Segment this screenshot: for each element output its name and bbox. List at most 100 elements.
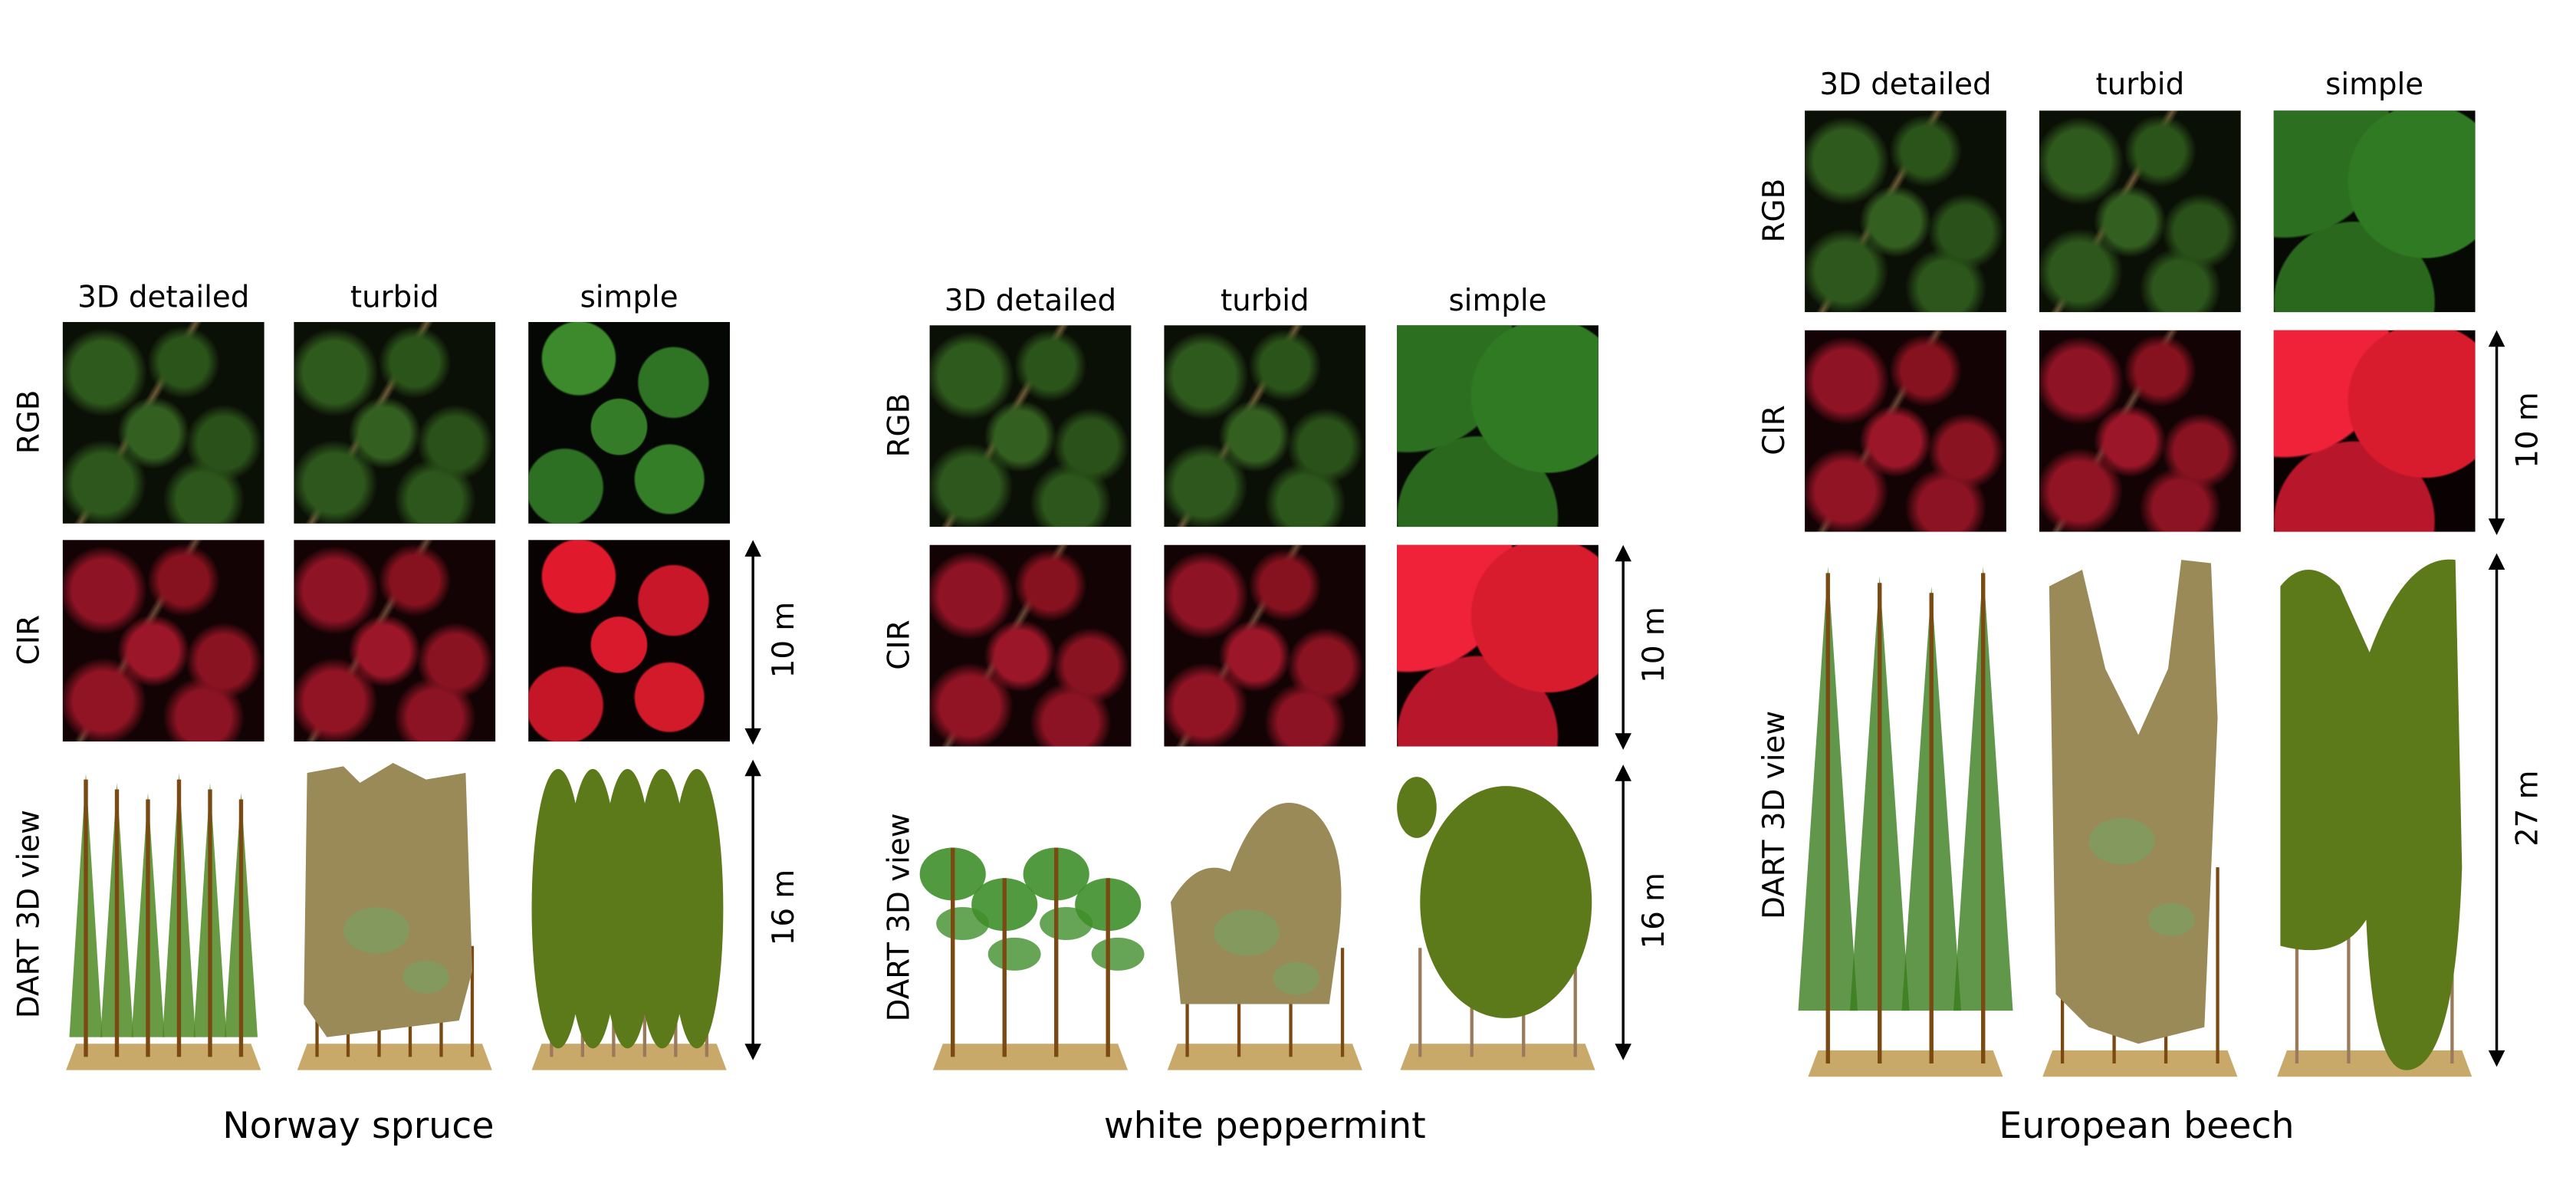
leaf-patch bbox=[2148, 902, 2195, 936]
column-label-detailed: 3D detailed bbox=[77, 281, 250, 316]
rgb-image-turbid bbox=[2039, 110, 2241, 313]
cir-image-detailed bbox=[929, 544, 1132, 747]
arrow-head-up bbox=[1615, 544, 1631, 562]
dart-3d-view-turbid bbox=[297, 763, 492, 1070]
scale-label-height: 27 m bbox=[2510, 769, 2546, 846]
ground-plane bbox=[1808, 1050, 2003, 1077]
dart-3d-view-detailed bbox=[919, 764, 1145, 1070]
dart-3d-view-turbid bbox=[1167, 803, 1362, 1070]
ground-plane bbox=[1400, 1044, 1595, 1070]
dart-3d-view-turbid bbox=[1164, 764, 1365, 1070]
double-arrow-icon bbox=[1615, 764, 1631, 1060]
rgb-image-simple bbox=[528, 321, 730, 524]
turbid-crown-volume bbox=[2049, 560, 2218, 1044]
column-label-turbid: turbid bbox=[2095, 67, 2185, 103]
arrow-head-up bbox=[744, 759, 761, 777]
dart-3d-view-detailed bbox=[66, 772, 261, 1070]
leaf-patch bbox=[2088, 817, 2155, 865]
simple-crown bbox=[1420, 786, 1592, 1018]
scale-label-width: 10 m bbox=[2510, 392, 2546, 468]
column-label-turbid: turbid bbox=[1220, 284, 1309, 319]
simple-crown bbox=[2280, 559, 2463, 1070]
arrow-head-down bbox=[2488, 518, 2505, 535]
dart-3d-view-simple bbox=[2274, 554, 2476, 1077]
dart-3d-view-simple bbox=[2277, 559, 2472, 1077]
species-title: European beech bbox=[1999, 1106, 2295, 1148]
column-label-simple: simple bbox=[580, 281, 678, 316]
rgb-image-detailed bbox=[929, 325, 1132, 528]
rgb-image-detailed bbox=[1805, 110, 2006, 313]
dart-3d-view-turbid bbox=[2039, 554, 2241, 1077]
double-arrow-icon bbox=[744, 540, 761, 745]
column-label-turbid: turbid bbox=[350, 281, 439, 316]
simple-crown bbox=[1397, 777, 1437, 838]
simple-crown bbox=[670, 768, 724, 1049]
column-label-detailed: 3D detailed bbox=[1819, 67, 1992, 103]
scale-label-width: 10 m bbox=[767, 601, 802, 679]
rgb-image-simple bbox=[1397, 325, 1598, 528]
arrow-head-up bbox=[744, 540, 761, 557]
arrow-head-down bbox=[744, 1044, 761, 1060]
ground-plane bbox=[531, 1044, 727, 1070]
cir-image-simple bbox=[2273, 330, 2476, 532]
scale-label-width: 10 m bbox=[1637, 607, 1672, 683]
column-label-simple: simple bbox=[1448, 284, 1547, 319]
leaf-patch bbox=[1214, 909, 1280, 956]
scale-label-height: 16 m bbox=[767, 869, 802, 946]
rgb-image-simple bbox=[2273, 110, 2476, 313]
turbid-crown-volume bbox=[1171, 803, 1342, 1004]
double-arrow-icon bbox=[1615, 544, 1631, 750]
arrow-head-up bbox=[1615, 764, 1631, 781]
ground-plane bbox=[66, 1044, 261, 1070]
leaf-patch bbox=[1273, 962, 1319, 995]
tree-crown bbox=[1091, 937, 1145, 971]
species-title: Norway spruce bbox=[222, 1106, 495, 1148]
column-label-detailed: 3D detailed bbox=[944, 284, 1117, 319]
rgb-image-turbid bbox=[1164, 325, 1366, 528]
ground-plane bbox=[1167, 1044, 1362, 1070]
dart-3d-view-simple bbox=[528, 760, 730, 1070]
leaf-patch bbox=[343, 907, 410, 954]
dart-3d-view-simple bbox=[531, 768, 727, 1070]
arrow-head-down bbox=[1615, 733, 1631, 750]
double-arrow-icon bbox=[2488, 330, 2505, 535]
row-label-cir: CIR bbox=[1757, 405, 1792, 455]
double-arrow-icon bbox=[2488, 553, 2505, 1067]
cir-image-simple bbox=[528, 540, 730, 742]
double-arrow-icon bbox=[744, 759, 761, 1060]
ground-plane bbox=[932, 1044, 1129, 1070]
dart-3d-view-turbid bbox=[294, 760, 495, 1070]
ground-plane bbox=[2277, 1050, 2472, 1077]
dart-3d-view-simple bbox=[1397, 764, 1598, 1070]
row-label-view: DART 3D view bbox=[12, 810, 48, 1019]
cir-image-turbid bbox=[1164, 544, 1366, 747]
rgb-image-turbid bbox=[294, 321, 496, 524]
arrow-head-up bbox=[2488, 553, 2505, 570]
dart-3d-view-turbid bbox=[2042, 560, 2238, 1077]
dart-3d-view-detailed bbox=[1798, 566, 2013, 1077]
cir-image-turbid bbox=[294, 540, 496, 742]
arrow-head-up bbox=[2488, 330, 2505, 347]
turbid-crown-volume bbox=[304, 763, 472, 1037]
ground-plane bbox=[2042, 1050, 2238, 1077]
arrow-head-down bbox=[744, 728, 761, 745]
arrow-head-down bbox=[2488, 1050, 2505, 1067]
cir-image-detailed bbox=[62, 540, 264, 742]
cir-image-detailed bbox=[1805, 330, 2006, 532]
arrow-head-down bbox=[1615, 1044, 1631, 1060]
dart-3d-view-detailed bbox=[1798, 554, 2013, 1077]
dart-3d-view-detailed bbox=[63, 760, 264, 1070]
dart-3d-view-simple bbox=[1397, 777, 1595, 1070]
rgb-image-detailed bbox=[62, 321, 264, 524]
dart-3d-view-detailed bbox=[919, 847, 1145, 1070]
cir-image-turbid bbox=[2039, 330, 2241, 532]
tree-crown bbox=[987, 937, 1041, 971]
species-title: white peppermint bbox=[1103, 1106, 1426, 1148]
ground-plane bbox=[297, 1044, 492, 1070]
leaf-patch bbox=[402, 960, 449, 994]
row-label-view: DART 3D view bbox=[882, 812, 918, 1021]
row-label-view: DART 3D view bbox=[1757, 709, 1792, 919]
scale-label-height: 16 m bbox=[1637, 872, 1672, 948]
column-label-simple: simple bbox=[2325, 67, 2424, 103]
